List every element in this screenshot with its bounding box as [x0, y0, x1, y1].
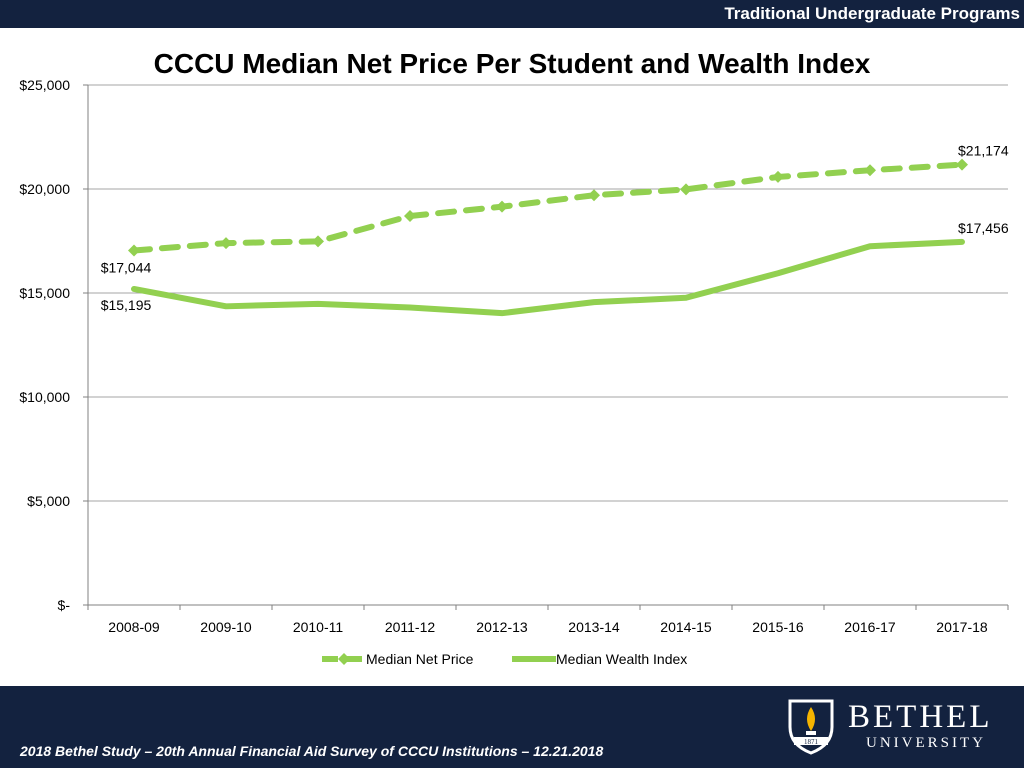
series-line: [131, 161, 965, 254]
series-line: [131, 238, 965, 317]
legend-label: Median Net Price: [366, 651, 474, 667]
chart-title: CCCU Median Net Price Per Student and We…: [154, 48, 871, 79]
header-bar: Traditional Undergraduate Programs: [0, 0, 1024, 28]
logo-year: 1871: [804, 738, 819, 746]
shield-icon: 1871: [788, 699, 834, 755]
data-point: [404, 210, 416, 223]
bethel-logo: 1871 BETHEL UNIVERSITY: [782, 695, 1022, 755]
y-tick-label: $15,000: [19, 285, 70, 301]
section-tag: Traditional Undergraduate Programs: [724, 4, 1020, 23]
data-label: $17,044: [101, 259, 152, 275]
x-tick-label: 2010-11: [293, 619, 344, 635]
data-point: [956, 158, 968, 171]
x-tick-label: 2015-16: [752, 619, 804, 635]
legend-label: Median Wealth Index: [556, 651, 687, 667]
x-tick-label: 2013-14: [568, 619, 620, 635]
series-lines: [128, 158, 968, 317]
legend: Median Net Price Median Wealth Index: [322, 651, 687, 667]
y-tick-label: $5,000: [27, 493, 70, 509]
data-point: [312, 235, 324, 248]
logo-wordmark: BETHEL: [848, 699, 993, 735]
data-point: [588, 189, 600, 202]
x-tick-label: 2011-12: [385, 619, 436, 635]
y-axis: $- $5,000 $10,000 $15,000 $20,000 $25,000: [19, 77, 89, 613]
footer-bar: 1871 BETHEL UNIVERSITY 2018 Bethel Study…: [0, 686, 1024, 768]
y-tick-label: $20,000: [19, 181, 70, 197]
data-labels: $17,044 $21,174 $15,195 $17,456: [101, 143, 1009, 313]
data-label: $15,195: [101, 297, 152, 313]
gridlines: [88, 84, 1008, 606]
data-point: [220, 237, 232, 250]
y-tick-label: $-: [58, 597, 71, 613]
data-point: [772, 170, 784, 183]
x-tick-label: 2008-09: [108, 619, 160, 635]
logo-subtitle: UNIVERSITY: [866, 735, 986, 751]
data-point: [680, 183, 692, 196]
data-point: [128, 244, 140, 257]
y-tick-label: $25,000: [19, 77, 70, 93]
x-tick-label: 2016-17: [844, 619, 896, 635]
x-tick-label: 2012-13: [476, 619, 528, 635]
footer-citation: 2018 Bethel Study – 20th Annual Financia…: [20, 743, 604, 759]
x-tick-label: 2009-10: [200, 619, 252, 635]
legend-marker: [338, 653, 350, 665]
line-chart: CCCU Median Net Price Per Student and We…: [19, 48, 1009, 667]
data-point: [864, 164, 876, 177]
data-point: [496, 200, 508, 213]
x-tick-label: 2014-15: [660, 619, 712, 635]
data-label: $21,174: [958, 143, 1009, 159]
y-tick-label: $10,000: [19, 389, 70, 405]
data-label: $17,456: [958, 220, 1009, 236]
x-tick-label: 2017-18: [936, 619, 988, 635]
x-axis: 2008-09 2009-10 2010-11 2011-12 2012-13 2013-…: [87, 605, 1009, 635]
